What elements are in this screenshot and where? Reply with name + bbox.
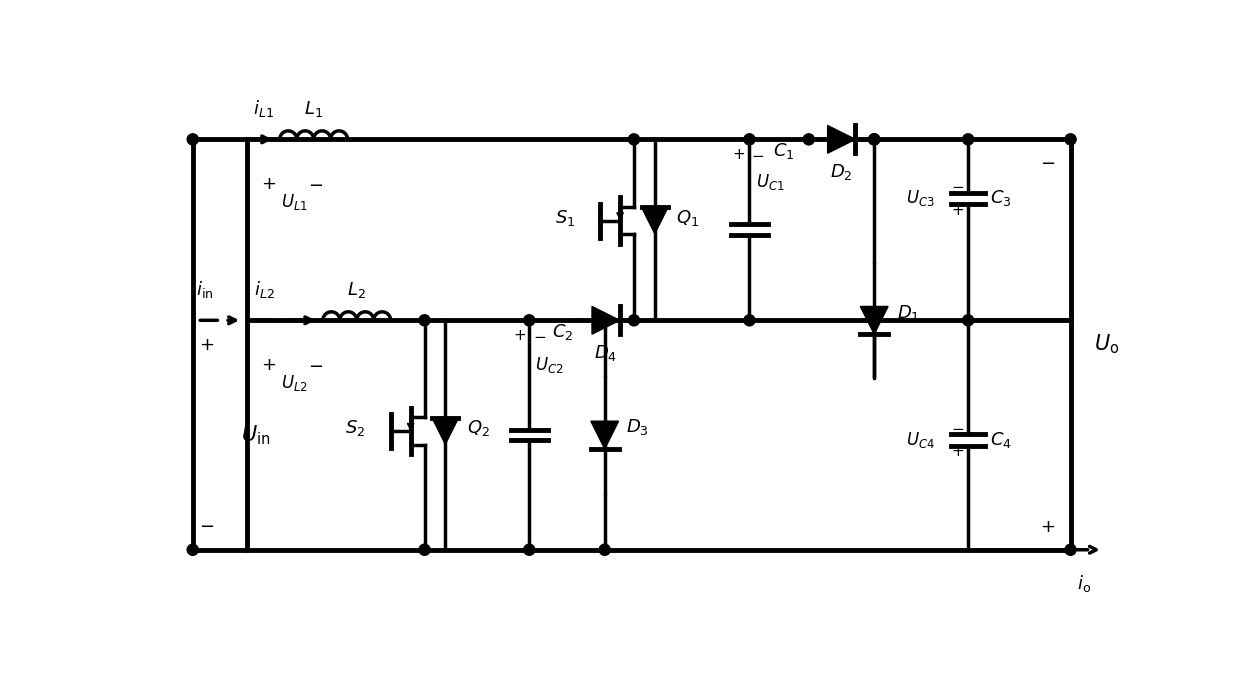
Text: $i_{\mathrm{in}}$: $i_{\mathrm{in}}$: [196, 279, 213, 299]
Text: $U_{C4}$: $U_{C4}$: [906, 430, 935, 449]
Circle shape: [187, 134, 198, 145]
Text: $+$: $+$: [732, 148, 745, 163]
Text: $-$: $-$: [951, 178, 963, 193]
Text: $D_2$: $D_2$: [830, 163, 853, 182]
Text: $-$: $-$: [951, 420, 963, 435]
Text: $-$: $-$: [751, 148, 765, 163]
Polygon shape: [591, 307, 620, 334]
Text: $C_4$: $C_4$: [990, 430, 1012, 449]
Circle shape: [523, 315, 534, 326]
Text: $-$: $-$: [200, 516, 215, 534]
Text: $-$: $-$: [533, 328, 546, 343]
Circle shape: [629, 134, 640, 145]
Text: $-$: $-$: [1040, 154, 1055, 171]
Text: $L_2$: $L_2$: [347, 279, 366, 299]
Text: $U_{C2}$: $U_{C2}$: [536, 355, 564, 375]
Text: $+$: $+$: [260, 356, 275, 374]
Text: $D_3$: $D_3$: [626, 418, 649, 437]
Circle shape: [744, 315, 755, 326]
Polygon shape: [861, 307, 888, 334]
Text: $S_1$: $S_1$: [554, 207, 575, 228]
Text: $Q_1$: $Q_1$: [676, 207, 699, 228]
Circle shape: [744, 134, 755, 145]
Text: $+$: $+$: [1040, 517, 1055, 536]
Text: $+$: $+$: [200, 336, 215, 354]
Circle shape: [419, 544, 430, 556]
Circle shape: [523, 544, 534, 556]
Circle shape: [869, 134, 879, 145]
Circle shape: [599, 544, 610, 556]
Text: $U_{L1}$: $U_{L1}$: [281, 192, 308, 212]
Text: $U_{\mathrm{o}}$: $U_{\mathrm{o}}$: [1094, 333, 1118, 356]
Text: $L_1$: $L_1$: [304, 99, 324, 118]
Text: $-$: $-$: [309, 175, 324, 193]
Text: $Q_2$: $Q_2$: [467, 418, 490, 438]
Circle shape: [804, 134, 815, 145]
Text: $+$: $+$: [260, 175, 275, 193]
Text: $i_{\mathrm{o}}$: $i_{\mathrm{o}}$: [1078, 573, 1091, 594]
Text: $D_4$: $D_4$: [594, 343, 618, 363]
Circle shape: [962, 134, 973, 145]
Polygon shape: [827, 126, 856, 153]
Text: $S_2$: $S_2$: [345, 418, 366, 438]
Circle shape: [869, 134, 879, 145]
Polygon shape: [590, 421, 619, 449]
Circle shape: [1065, 134, 1076, 145]
Text: $U_{C1}$: $U_{C1}$: [755, 171, 784, 192]
Text: $C_3$: $C_3$: [990, 188, 1012, 208]
Text: $C_1$: $C_1$: [773, 141, 794, 161]
Text: $U_{L2}$: $U_{L2}$: [281, 373, 308, 394]
Circle shape: [962, 315, 973, 326]
Text: $C_2$: $C_2$: [552, 322, 574, 342]
Text: $U_{\mathrm{in}}$: $U_{\mathrm{in}}$: [241, 423, 270, 447]
Circle shape: [1065, 544, 1076, 556]
Text: $-$: $-$: [309, 356, 324, 374]
Polygon shape: [641, 207, 668, 234]
Circle shape: [419, 315, 430, 326]
Circle shape: [629, 315, 640, 326]
Circle shape: [187, 544, 198, 556]
Circle shape: [869, 315, 879, 326]
Text: $i_{L2}$: $i_{L2}$: [254, 279, 275, 299]
Text: $i_{L1}$: $i_{L1}$: [253, 97, 274, 118]
Text: $D_1$: $D_1$: [898, 303, 920, 322]
Text: $+$: $+$: [513, 328, 527, 343]
Polygon shape: [433, 418, 459, 444]
Circle shape: [599, 315, 610, 326]
Text: $+$: $+$: [951, 445, 963, 460]
Text: $+$: $+$: [951, 203, 963, 218]
Text: $U_{C3}$: $U_{C3}$: [906, 188, 935, 208]
